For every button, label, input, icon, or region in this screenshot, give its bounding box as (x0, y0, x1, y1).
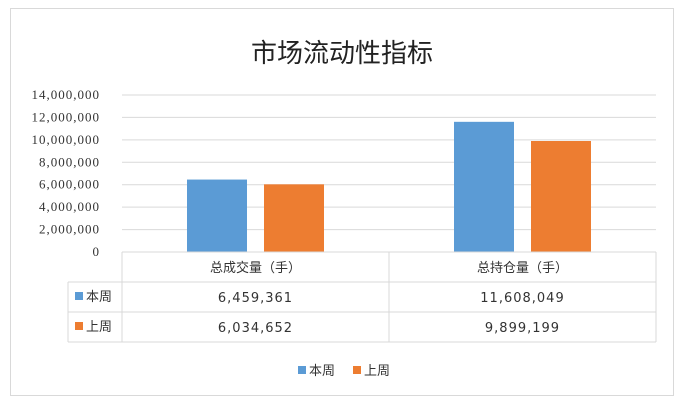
y-tick-label: 14,000,000 (32, 87, 101, 102)
legend-label: 上周 (364, 364, 390, 379)
data-value-label: 9,899,199 (485, 321, 560, 336)
data-value-label: 11,608,049 (480, 291, 564, 306)
category-label: 总持仓量（手） (477, 261, 568, 276)
data-value-label: 6,459,361 (218, 291, 293, 306)
y-tick-label: 2,000,000 (39, 222, 100, 237)
y-tick-label: 8,000,000 (39, 154, 100, 169)
category-label: 总成交量（手） (210, 260, 301, 276)
series-name: 上周 (86, 320, 112, 335)
y-tick-label: 6,000,000 (39, 177, 100, 192)
data-value-label: 6,034,652 (218, 321, 293, 336)
y-tick-label: 10,000,000 (32, 132, 101, 147)
bar (531, 140, 591, 252)
legend: 本周 上周 (298, 364, 390, 379)
legend-label: 本周 (309, 364, 335, 379)
data-table: 总成交量（手） 总持仓量（手） 本周 6,459,361 11,608,049 上周 6,0… (67, 251, 657, 343)
chart-title: 市场流动性指标 (251, 39, 433, 69)
bar (187, 179, 247, 252)
bar (264, 184, 324, 252)
y-tick-label: 12,000,000 (32, 109, 101, 124)
y-tick-label: 0 (93, 244, 101, 259)
legend-swatch (353, 366, 361, 374)
series-key (75, 322, 83, 330)
bars (187, 121, 591, 252)
y-tick-label: 4,000,000 (39, 199, 100, 214)
y-axis-ticks: 0 2,000,000 4,000,000 6,000,000 8,000,000 10,… (32, 87, 101, 259)
series-name: 本周 (86, 290, 112, 305)
legend-swatch (298, 366, 306, 374)
bar (454, 121, 514, 252)
series-key (75, 292, 83, 300)
